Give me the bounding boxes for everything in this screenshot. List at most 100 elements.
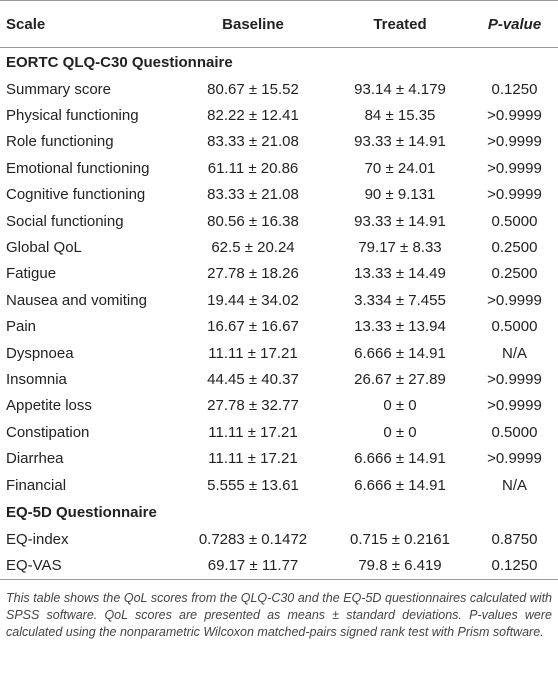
cell: 80.67 ± 15.52 [207, 80, 299, 98]
cell: 62.5 ± 20.24 [211, 239, 295, 257]
cell: 0.1250 [471, 552, 558, 581]
cell: N/A [501, 476, 527, 494]
cell: 93.33 ± 14.91 [354, 133, 446, 151]
cell: 0.1250 [491, 80, 538, 98]
cell: Social functioning [6, 212, 124, 230]
cell: Cognitive functioning [6, 186, 146, 204]
section-row: EQ-5D Questionnaire [0, 498, 558, 526]
data-row: Financial 5.555 ± 13.61 6.666 ± 14.91 N/A [0, 472, 558, 498]
cell: 11.11 ± 17.21 [208, 450, 298, 468]
cell: 16.67 ± 16.67 [207, 318, 299, 336]
cell: 83.33 ± 21.08 [207, 133, 299, 151]
cell: N/A [501, 344, 527, 362]
cell: Appetite loss [6, 397, 92, 415]
data-row: Appetite loss 27.78 ± 32.77 0 ± 0 >0.9999 [0, 393, 558, 419]
cell: >0.9999 [487, 107, 542, 125]
cell: 19.44 ± 34.02 [207, 291, 299, 309]
cell: 27.78 ± 18.26 [207, 265, 299, 283]
cell: 6.666 ± 14.91 [354, 476, 446, 494]
data-row: Global QoL 62.5 ± 20.24 79.17 ± 8.33 0.2500 [0, 234, 558, 260]
data-row: EQ-index 0.7283 ± 0.1472 0.715 ± 0.2161 0.8… [0, 526, 558, 552]
data-row: Diarrhea 11.11 ± 17.21 6.666 ± 14.91 >0.999… [0, 445, 558, 471]
data-row: Nausea and vomiting 19.44 ± 34.02 3.334 ± … [0, 287, 558, 313]
cell: 79.17 ± 8.33 [358, 239, 442, 257]
cell: 11.11 ± 17.21 [208, 344, 298, 362]
cell: 70 ± 24.01 [364, 159, 436, 177]
cell: 11.11 ± 17.21 [208, 423, 298, 441]
cell: 0.8750 [491, 530, 538, 548]
data-row: Social functioning 80.56 ± 16.38 93.33 ± 1… [0, 208, 558, 234]
cell: 26.67 ± 27.89 [354, 370, 446, 388]
cell: Summary score [6, 80, 112, 98]
cell: Nausea and vomiting [6, 291, 147, 309]
cell: 5.555 ± 13.61 [207, 476, 299, 494]
cell: Insomnia [6, 370, 67, 388]
cell: 27.78 ± 32.77 [207, 397, 299, 415]
cell: 0.2500 [491, 265, 538, 283]
cell: 3.334 ± 7.455 [354, 291, 446, 309]
cell: 0 ± 0 [383, 423, 417, 441]
cell: >0.9999 [487, 370, 542, 388]
cell: 0.2500 [491, 239, 538, 257]
cell: Diarrhea [6, 450, 64, 468]
cell: 13.33 ± 14.49 [354, 265, 446, 283]
cell: 0.5000 [491, 212, 538, 230]
cell: Constipation [6, 423, 90, 441]
cell: >0.9999 [487, 450, 542, 468]
cell: Fatigue [6, 265, 57, 283]
section-title: EORTC QLQ-C30 Questionnaire [6, 53, 233, 71]
header-cell: Treated [329, 0, 471, 48]
cell: >0.9999 [487, 159, 542, 177]
data-table: Scale Baseline Treated P-value EORTC QLQ… [0, 0, 558, 581]
caption: This table shows the QoL scores from the… [6, 591, 552, 640]
cell: Physical functioning [6, 107, 139, 125]
data-row: Summary score 80.67 ± 15.52 93.14 ± 4.179 0… [0, 76, 558, 102]
cell: 84 ± 15.35 [364, 107, 436, 125]
cell: Dyspnoea [6, 344, 74, 362]
data-row: Insomnia 44.45 ± 40.37 26.67 ± 27.89 >0.999… [0, 366, 558, 392]
data-row: Fatigue 27.78 ± 18.26 13.33 ± 14.49 0.2500 [0, 261, 558, 287]
header-cell: Baseline [177, 0, 329, 48]
cell: >0.9999 [487, 133, 542, 151]
cell: Financial [6, 476, 67, 494]
data-row: Dyspnoea 11.11 ± 17.21 6.666 ± 14.91 N/A [0, 340, 558, 366]
cell: Role functioning [6, 133, 114, 151]
data-row: Physical functioning 82.22 ± 12.41 84 ± 15… [0, 102, 558, 128]
cell: 44.45 ± 40.37 [207, 370, 299, 388]
cell: 93.33 ± 14.91 [354, 212, 446, 230]
cell: 6.666 ± 14.91 [354, 344, 446, 362]
cell: EQ-index [6, 530, 69, 548]
header-row: Scale Baseline Treated P-value [0, 0, 558, 48]
cell: 80.56 ± 16.38 [207, 212, 299, 230]
header-cell: P-value [471, 0, 558, 48]
cell: 0 ± 0 [383, 397, 417, 415]
header-cell: Scale [0, 0, 177, 48]
cell: EQ-VAS [0, 552, 177, 581]
cell: Pain [6, 318, 37, 336]
section-row: EORTC QLQ-C30 Questionnaire [0, 48, 558, 77]
cell: 61.11 ± 20.86 [207, 159, 299, 177]
cell: 0.5000 [491, 318, 538, 336]
cell: Global QoL [6, 239, 82, 257]
cell: 6.666 ± 14.91 [354, 450, 446, 468]
section-title: EQ-5D Questionnaire [6, 503, 157, 521]
data-row: Pain 16.67 ± 16.67 13.33 ± 13.94 0.5000 [0, 314, 558, 340]
cell: 83.33 ± 21.08 [207, 186, 299, 204]
cell: 0.715 ± 0.2161 [350, 530, 450, 548]
cell: 69.17 ± 11.77 [177, 552, 329, 581]
data-row: Role functioning 83.33 ± 21.08 93.33 ± 14.… [0, 129, 558, 155]
cell: 79.8 ± 6.419 [329, 552, 471, 581]
table-body: EORTC QLQ-C30 Questionnaire Summary score… [0, 48, 558, 581]
data-row: Emotional functioning 61.11 ± 20.86 70 ± 2… [0, 155, 558, 181]
data-row: Constipation 11.11 ± 17.21 0 ± 0 0.5000 [0, 419, 558, 445]
cell: 82.22 ± 12.41 [207, 107, 299, 125]
cell: 13.33 ± 13.94 [354, 318, 446, 336]
cell: >0.9999 [487, 186, 542, 204]
cell: >0.9999 [487, 291, 542, 309]
cell: Emotional functioning [6, 159, 150, 177]
cell: >0.9999 [487, 397, 542, 415]
cell: 0.5000 [491, 423, 538, 441]
data-row: EQ-VAS 69.17 ± 11.77 79.8 ± 6.419 0.1250 [0, 552, 558, 581]
cell: 93.14 ± 4.179 [354, 80, 446, 98]
